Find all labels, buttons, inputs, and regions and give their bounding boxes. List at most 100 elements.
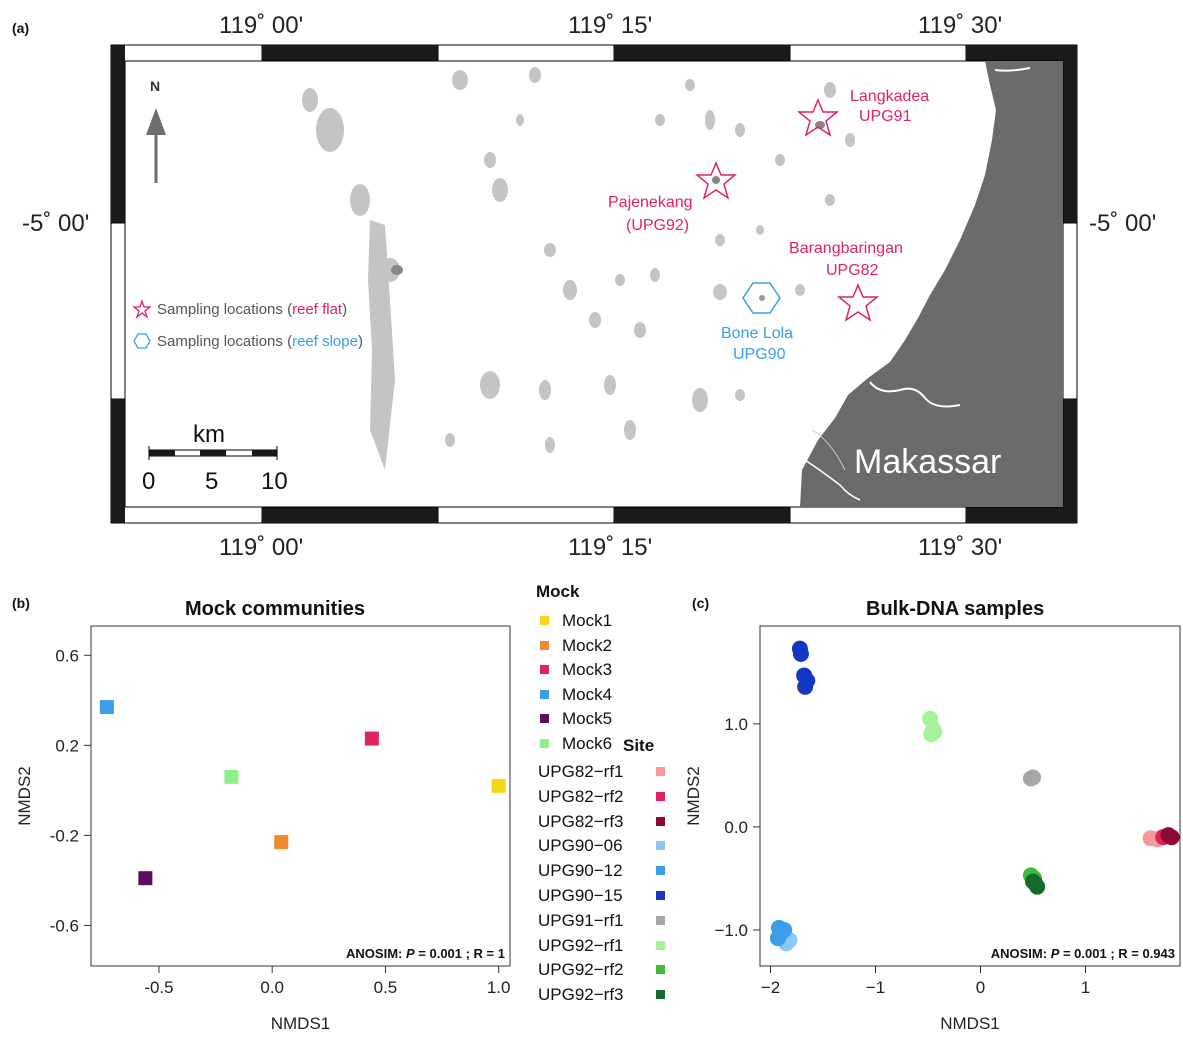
- legend-site-label: UPG82−rf3: [538, 811, 624, 831]
- sample-point-upg90-12: [776, 921, 793, 938]
- legend-label-mock1: Mock1: [562, 611, 613, 630]
- legend-site-label: UPG82−rf2: [538, 786, 624, 806]
- legend-reef-flat-highlight: reef flat: [292, 301, 343, 318]
- sample-point-upg90-15: [797, 678, 814, 695]
- x-tick-label: −2: [761, 978, 780, 997]
- legend-mock-title: Mock: [536, 582, 580, 601]
- north-label: N: [150, 78, 160, 94]
- plot-frame: [90, 625, 511, 967]
- legend-site-swatch: [656, 990, 665, 1000]
- bottom-lon-label-3: 119˚ 30': [918, 534, 1003, 561]
- site-name-bone-lola: Bone Lola: [721, 325, 793, 342]
- y-tick-label: 0.2: [55, 736, 79, 755]
- sample-point-upg92-rf3: [1025, 873, 1041, 890]
- site-code-bone-lola: UPG90: [733, 346, 786, 363]
- legend-reef-slope-prefix: Sampling locations (: [157, 333, 292, 350]
- panel-c-label: (c): [692, 595, 710, 611]
- reef-islands: [302, 67, 855, 470]
- legend-site-label: UPG91−rf1: [538, 910, 624, 930]
- mock-point-mock4: [99, 700, 114, 715]
- site-marker-barangbaringan: Barangbaringan UPG82: [789, 240, 903, 322]
- x-tick-label: 1: [1081, 978, 1090, 997]
- x-tick-label: 0.0: [260, 978, 284, 997]
- x-tick-label: −1: [866, 978, 885, 997]
- sample-point-upg82-rf3: [1160, 827, 1177, 844]
- site-marker-pajenekang: Pajenekang (UPG92): [608, 161, 738, 234]
- legend-label-mock2: Mock2: [562, 635, 613, 655]
- chart-b-title: Mock communities: [185, 598, 366, 620]
- legend-site-title: Site: [623, 736, 655, 755]
- legend-label-mock3: Mock3: [562, 660, 613, 679]
- bottom-lon-label-1: 119˚ 00': [219, 534, 304, 561]
- legend-site-label: UPG92−rf2: [538, 960, 624, 980]
- mock-point-mock1: [491, 778, 506, 793]
- map-legend: Sampling locations (reef flat) Sampling …: [132, 298, 363, 350]
- right-lat-label: -5˚ 00': [1089, 210, 1157, 237]
- legend-site-swatch: [656, 940, 665, 950]
- y-tick-label: 0.6: [55, 646, 79, 665]
- legend-swatch-mock3: [540, 665, 549, 674]
- city-label-makassar: Makassar: [854, 443, 1001, 481]
- legend-site-swatch: [656, 841, 665, 851]
- panel-b-label: (b): [12, 595, 30, 611]
- site-code-pajenekang: (UPG92): [626, 217, 689, 234]
- bulk-dna-nmds-chart: −2 −1 0 1 −1.0 0.0 1.0 NMDS1 NMDS2 ANOSIM: P = 0.…: [684, 625, 1181, 1030]
- site-marker-bone-lola: Bone Lola UPG90: [721, 282, 793, 363]
- y-tick-label: -0.6: [50, 916, 79, 935]
- left-lat-label: -5˚ 00': [22, 210, 90, 237]
- chart-c-title: Bulk-DNA samples: [866, 598, 1045, 620]
- panel-a-label: (a): [12, 20, 30, 36]
- sample-legend: Mock Site Mock1 Mock2 Mock3 Mock4 Mock5 Mock6…: [530, 582, 680, 1037]
- x-tick-label: 0: [976, 978, 985, 997]
- y-tick-label: 0.0: [724, 818, 748, 837]
- north-arrow: N: [146, 78, 166, 183]
- x-tick-label: -0.5: [144, 978, 173, 997]
- x-axis-label: NMDS1: [271, 1014, 331, 1030]
- x-tick-label: 1.0: [487, 978, 511, 997]
- y-tick-label: 1.0: [724, 715, 748, 734]
- anosim-annotation: ANOSIM: P = 0.001 ; R = 1: [346, 946, 505, 961]
- legend-site-swatch: [656, 915, 665, 925]
- legend-site-label: UPG82−rf1: [538, 762, 624, 781]
- legend-site-label: UPG90−15: [538, 886, 623, 905]
- mock-point-mock6: [224, 769, 239, 784]
- mock-point-mock3: [364, 731, 379, 746]
- x-tick-label: 0.5: [374, 978, 398, 997]
- y-axis-label: NMDS2: [15, 766, 34, 826]
- legend-label-mock5: Mock5: [562, 709, 613, 728]
- mainland-landmass: [800, 61, 1063, 507]
- study-area-map: N km 0 5 10 Makassar Langkadea UPG91 Paj…: [110, 44, 1078, 524]
- sample-point-upg91-rf1: [1025, 769, 1041, 786]
- site-code-langkadea: UPG91: [859, 108, 912, 125]
- legend-swatch-mock5: [540, 714, 549, 723]
- scale-tick-5: 5: [205, 468, 218, 495]
- y-tick-label: -0.2: [50, 826, 79, 845]
- legend-site-swatch: [656, 791, 665, 801]
- bottom-lon-label-2: 119˚ 15': [568, 534, 653, 561]
- top-lon-label-3: 119˚ 30': [918, 12, 1003, 39]
- legend-swatch-mock2: [540, 640, 549, 650]
- legend-site-label: UPG90−12: [538, 861, 623, 881]
- legend-site-swatch: [656, 816, 665, 826]
- top-lon-label-2: 119˚ 15': [568, 12, 653, 39]
- top-lon-label-1: 119˚ 00': [219, 12, 304, 39]
- legend-label-mock4: Mock4: [562, 684, 613, 704]
- mock-point-mock5: [138, 871, 153, 886]
- y-tick-label: −1.0: [714, 921, 748, 940]
- legend-site-label: UPG92−rf3: [538, 985, 624, 1005]
- svg-text:Sampling locations (reef slope: Sampling locations (reef slope): [157, 333, 363, 350]
- mock-nmds-chart: -0.5 0.0 0.5 1.0 -0.6 -0.2 0.2 0.6 NMDS1 NMDS2 ANO…: [15, 625, 511, 1030]
- legend-reef-flat-suffix: ): [342, 301, 347, 318]
- legend-site-label: UPG92−rf1: [538, 935, 624, 955]
- legend-swatch-mock4: [540, 689, 549, 699]
- legend-swatch-mock1: [540, 616, 549, 625]
- site-name-pajenekang: Pajenekang: [608, 194, 693, 211]
- scale-unit: km: [193, 421, 225, 448]
- y-axis-label: NMDS2: [684, 766, 703, 826]
- legend-site-swatch: [656, 767, 665, 776]
- site-name-langkadea: Langkadea: [850, 88, 929, 105]
- sample-point-upg92-rf1: [926, 724, 943, 741]
- legend-reef-flat-prefix: Sampling locations (: [157, 301, 292, 318]
- legend-site-swatch: [656, 866, 665, 876]
- legend-site-swatch: [656, 891, 665, 900]
